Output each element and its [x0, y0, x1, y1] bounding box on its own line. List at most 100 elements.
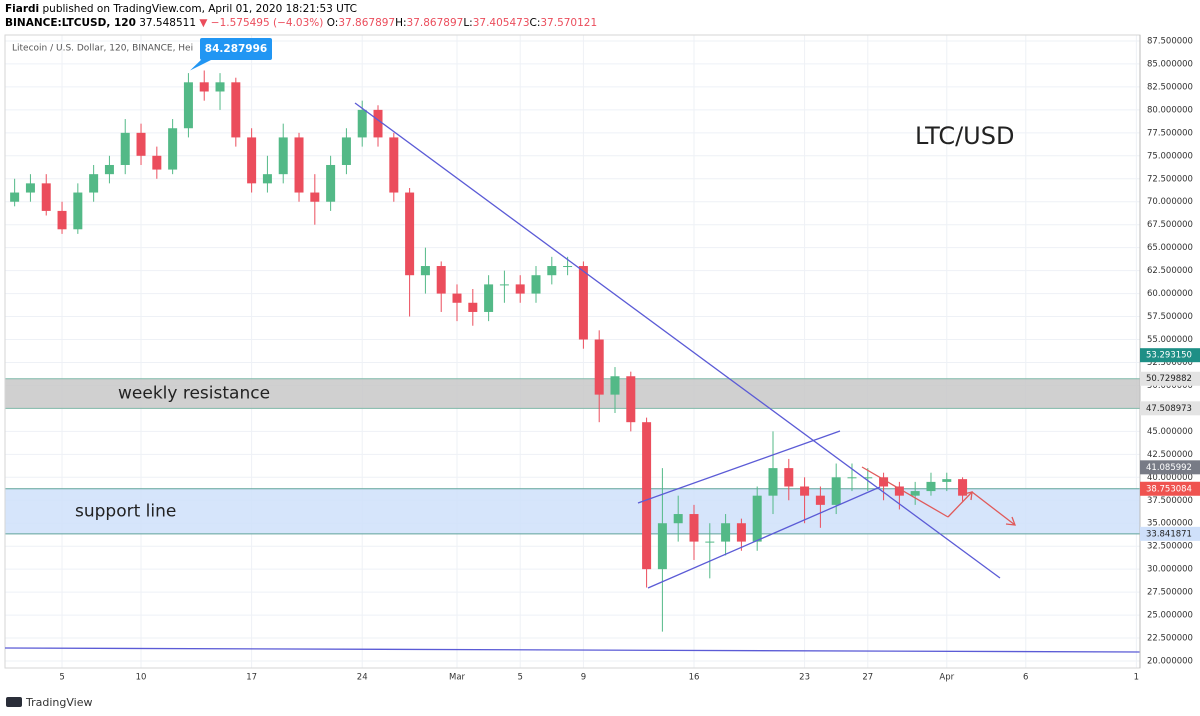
- candle-body: [689, 514, 699, 542]
- y-tick-label: 67.500000: [1147, 220, 1193, 230]
- arrow-head: [963, 491, 973, 501]
- zone-label: weekly resistance: [118, 384, 270, 404]
- y-tick-label: 22.500000: [1147, 634, 1193, 644]
- y-tick-label: 45.000000: [1147, 427, 1193, 437]
- candle-body: [531, 275, 541, 294]
- candle-body: [168, 128, 178, 170]
- y-tick-label: 60.000000: [1147, 289, 1193, 299]
- zone: [5, 488, 1140, 534]
- price-label: 38.753084: [1146, 484, 1192, 494]
- candle-body: [800, 486, 810, 496]
- candle-body: [768, 468, 778, 496]
- x-tick-label: 5: [517, 673, 522, 683]
- price-label: 33.841871: [1146, 529, 1192, 539]
- candle-body: [879, 477, 889, 487]
- candle-body: [294, 137, 304, 193]
- candle-body: [657, 523, 667, 570]
- ohlc-value: 37.867897: [338, 17, 395, 29]
- price-label-box: [1140, 348, 1200, 363]
- channel-line: [637, 430, 841, 504]
- price-axis: 20.000000 22.500000 25.000000 27.500000 30.0…: [59, 35, 1200, 683]
- y-tick-label: 35.000000: [1147, 519, 1193, 529]
- candle-body: [436, 266, 446, 294]
- zone: [5, 378, 1140, 409]
- x-tick-label: 16: [689, 673, 700, 683]
- y-tick-label: 62.500000: [1147, 266, 1193, 276]
- price-label-box: [1140, 371, 1200, 386]
- y-tick-label: 85.000000: [1147, 59, 1193, 69]
- candle-body: [278, 137, 288, 175]
- author: Fiardi: [5, 3, 39, 15]
- candle-body: [736, 523, 746, 542]
- x-tick-label: 23: [799, 673, 810, 683]
- y-tick-label: 65.000000: [1147, 243, 1193, 253]
- candle-body: [468, 302, 478, 312]
- y-tick-label: 55.000000: [1147, 335, 1193, 345]
- candle-body: [547, 266, 557, 276]
- candle-body: [89, 174, 99, 193]
- candle-body: [136, 132, 146, 156]
- ohlc-value: 37.405473: [473, 17, 530, 29]
- price-label: 47.508973: [1146, 404, 1192, 414]
- candle-body: [152, 155, 162, 170]
- x-tick-label: Apr: [939, 673, 954, 683]
- candle-body: [831, 477, 841, 505]
- candle-body: [721, 523, 731, 542]
- candle-body: [73, 192, 83, 230]
- candle-body: [215, 82, 225, 92]
- callout-pointer: [190, 58, 215, 71]
- ohlc-value: 37.570121: [540, 17, 597, 29]
- candle-body: [326, 164, 336, 202]
- x-tick-label: Mar: [449, 673, 466, 683]
- price: 37.548511: [139, 17, 196, 29]
- price-label-box: [1140, 481, 1200, 496]
- y-tick-label: 57.500000: [1147, 312, 1193, 322]
- y-tick-label: 25.000000: [1147, 611, 1193, 621]
- x-tick-label: 27: [862, 673, 873, 683]
- x-tick-label: 24: [357, 673, 368, 683]
- candle-body: [578, 266, 588, 340]
- candle-body: [373, 109, 383, 138]
- y-tick-label: 27.500000: [1147, 588, 1193, 598]
- candle-body: [10, 192, 20, 202]
- candle-body: [784, 468, 794, 487]
- x-tick-label: 17: [246, 673, 257, 683]
- price-label: 50.729882: [1146, 374, 1192, 384]
- candle-body: [484, 284, 494, 312]
- symbol-line: BINANCE:LTCUSD, 120 37.548511 ▼ −1.57549…: [5, 17, 597, 29]
- y-tick-label: 20.000000: [1147, 657, 1193, 667]
- price-label-box: [1140, 401, 1200, 416]
- trend-line: [354, 102, 1001, 579]
- candle-body: [25, 183, 35, 193]
- price-label: 41.085992: [1146, 463, 1192, 473]
- candle-body: [926, 481, 936, 492]
- y-tick-label: 72.500000: [1147, 174, 1193, 184]
- candle-body: [231, 82, 241, 138]
- y-tick-label: 75.000000: [1147, 151, 1193, 161]
- candle-body: [563, 266, 573, 268]
- candle-body: [420, 266, 430, 276]
- y-tick-label: 70.000000: [1147, 197, 1193, 207]
- candle-body: [705, 541, 715, 543]
- candle-body: [815, 495, 825, 505]
- brand: TradingView: [25, 696, 92, 709]
- published: published on TradingView.com, April 01, …: [43, 3, 357, 15]
- candle-body: [247, 137, 257, 184]
- candle-body: [958, 479, 968, 496]
- y-tick-label: 52.500000: [1147, 358, 1193, 368]
- candle-body: [515, 284, 525, 294]
- callout-box: [200, 38, 272, 60]
- y-tick-label: 87.500000: [1147, 36, 1193, 46]
- candle-body: [626, 376, 636, 423]
- candle-body: [863, 477, 873, 479]
- price-label-box: [1140, 460, 1200, 475]
- ohlc-label: O:: [327, 17, 339, 29]
- y-tick-label: 30.000000: [1147, 565, 1193, 575]
- channel-line: [647, 486, 881, 589]
- candle-body: [262, 174, 272, 184]
- candle-body: [942, 479, 952, 482]
- footer: TradingView: [6, 696, 92, 709]
- chart-title: Litecoin / U.S. Dollar, 120, BINANCE, He…: [12, 44, 193, 54]
- arrow-head: [1005, 516, 1016, 526]
- candle-body: [120, 132, 130, 165]
